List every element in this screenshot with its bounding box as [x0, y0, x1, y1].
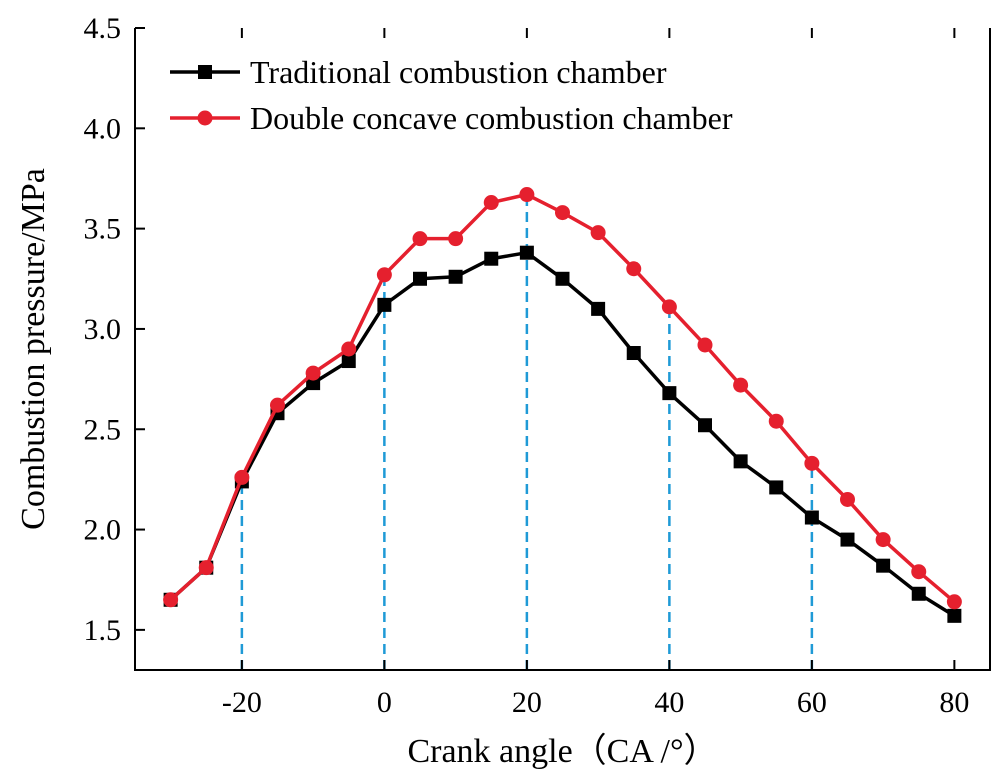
- data-point: [519, 245, 534, 260]
- data-point: [198, 560, 214, 576]
- data-point: [947, 608, 962, 623]
- y-tick-label: 4.0: [84, 112, 122, 145]
- data-point: [234, 469, 250, 485]
- data-point: [733, 454, 748, 469]
- reference-lines: [240, 194, 814, 670]
- data-point: [484, 251, 499, 266]
- data-point: [270, 397, 285, 413]
- data-point: [555, 205, 570, 221]
- data-point: [377, 297, 392, 312]
- x-tick-label: -20: [222, 686, 262, 719]
- data-point: [376, 267, 392, 283]
- data-point: [662, 386, 677, 401]
- data-point: [840, 532, 855, 547]
- x-tick-label: 60: [797, 686, 827, 719]
- data-point: [448, 231, 464, 247]
- series-double-concave: [163, 187, 962, 610]
- y-tick-label: 2.0: [84, 514, 122, 547]
- series-line: [169, 250, 956, 618]
- data-point: [804, 510, 819, 525]
- data-point: [661, 299, 677, 315]
- legend-label-traditional: Traditional combustion chamber: [250, 54, 667, 90]
- data-point: [840, 491, 855, 507]
- data-point: [341, 354, 356, 369]
- y-tick-label: 3.5: [84, 213, 122, 246]
- series-traditional: [163, 245, 962, 623]
- x-tick-label: 20: [512, 686, 542, 719]
- plot-frame: [134, 28, 991, 671]
- y-tick-label: 2.5: [84, 413, 122, 446]
- data-point: [804, 455, 820, 471]
- data-point: [590, 225, 606, 241]
- data-point: [555, 271, 570, 286]
- data-point: [591, 301, 606, 316]
- y-axis-title: Combustion pressure/MPa: [15, 168, 52, 530]
- legend-swatch-marker-traditional: [198, 65, 212, 79]
- data-point: [733, 377, 749, 393]
- data-point: [412, 231, 428, 247]
- x-axis-title: Crank angle（CA /°）: [407, 732, 717, 770]
- data-point: [768, 413, 784, 429]
- data-point: [698, 418, 712, 433]
- data-point: [875, 532, 891, 548]
- data-point: [413, 271, 427, 286]
- x-tick-label: 40: [654, 686, 684, 719]
- x-tick-label: 80: [939, 686, 969, 719]
- series-layer: [163, 187, 962, 623]
- legend-swatch-marker-double-concave: [197, 110, 213, 126]
- data-point: [946, 594, 962, 610]
- data-point: [876, 558, 891, 573]
- data-point: [626, 346, 641, 361]
- legend-item-double-concave: Double concave combustion chamber: [170, 100, 733, 136]
- legend: Traditional combustion chamber Double co…: [170, 54, 733, 136]
- data-point: [911, 586, 926, 601]
- data-point: [305, 365, 321, 381]
- x-tick-label: 0: [377, 686, 392, 719]
- data-point: [341, 341, 357, 357]
- series-line: [169, 192, 956, 604]
- y-tick-label: 1.5: [84, 614, 122, 647]
- data-point: [483, 195, 499, 211]
- data-point: [911, 564, 927, 580]
- y-tick-label: 3.0: [84, 313, 122, 346]
- data-point: [519, 187, 535, 203]
- y-tick-label: 4.5: [84, 12, 122, 45]
- data-point: [697, 337, 713, 353]
- legend-label-double-concave: Double concave combustion chamber: [250, 100, 733, 136]
- legend-item-traditional: Traditional combustion chamber: [170, 54, 667, 90]
- data-point: [769, 480, 784, 495]
- axis-ticks: -20 0 20 40 60 80 1.5 2.0 2.5 3.0 3.5 4.0 4.5: [84, 12, 970, 719]
- data-point: [626, 261, 642, 277]
- data-point: [163, 592, 179, 608]
- data-point: [448, 269, 463, 284]
